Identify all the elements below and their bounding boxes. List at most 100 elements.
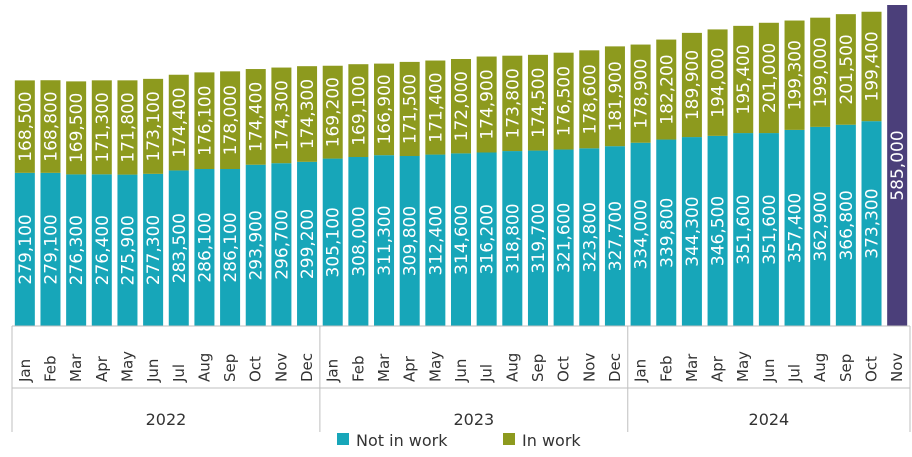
bar-segment-in-work [630, 44, 651, 143]
x-tick-label: Jul [478, 364, 496, 383]
bars-layer: 279,100 168,500 279,100 168,800 276,300 169,5… [14, 5, 908, 326]
bar-label-in-work: 169,100 [349, 75, 369, 145]
bar-segment-not-in-work [220, 169, 241, 326]
bar-label-in-work: 169,200 [324, 77, 344, 147]
bar-label-in-work: 189,900 [683, 50, 703, 120]
bar-segment-in-work [553, 52, 574, 150]
bar-label-not-in-work: 339,800 [657, 198, 677, 268]
x-tick-label: Mar [67, 353, 85, 382]
bar-label-in-work: 182,200 [657, 54, 677, 124]
bar-label-not-in-work: 344,300 [683, 196, 703, 266]
bar-label-in-work: 174,400 [247, 82, 267, 152]
bar-segment-in-work [758, 22, 779, 134]
bar-label-in-work: 174,300 [272, 80, 292, 150]
bar-label-in-work: 169,500 [67, 93, 87, 163]
bar-label-in-work: 199,300 [786, 40, 806, 110]
bar-segment-not-in-work [758, 133, 779, 326]
bar-label-not-in-work: 279,100 [41, 214, 61, 284]
x-group-label: 2024 [749, 410, 790, 429]
x-tick-label: Feb [349, 355, 367, 382]
x-tick-label: Oct [863, 356, 881, 382]
bar-segment-in-work [271, 67, 292, 164]
bar-segment-not-in-work [681, 137, 702, 326]
bar-segment-in-work [399, 61, 420, 157]
bar-label-in-work: 181,900 [606, 61, 626, 131]
bar-segment-not-in-work [425, 154, 446, 326]
x-tick-label: May [426, 351, 444, 382]
x-tick-label: May [734, 351, 752, 382]
bar-label-not-in-work: 351,600 [734, 194, 754, 264]
bar-segment-in-work [861, 11, 882, 122]
legend: Not in work In work [337, 431, 581, 450]
legend-label-not-in-work: Not in work [356, 431, 448, 450]
bar-segment-in-work [245, 69, 266, 165]
bar-segment-in-work [733, 25, 754, 134]
bar-label-not-in-work: 283,500 [170, 213, 190, 283]
bar-label-not-in-work: 309,800 [401, 206, 421, 276]
bar-label-not-in-work: 316,200 [478, 204, 498, 274]
x-tick-label: Jan [324, 359, 342, 383]
bar-segment-not-in-work [40, 172, 61, 326]
x-tick-label: Feb [657, 355, 675, 382]
bar-label-not-in-work: 275,900 [118, 215, 138, 285]
x-tick-label: Mar [683, 353, 701, 382]
bar-segment-not-in-work [117, 174, 138, 326]
bar-label-not-in-work: 362,900 [811, 191, 831, 261]
bar-segment-not-in-work [527, 150, 548, 326]
bar-segment-not-in-work [784, 129, 805, 326]
bar-segment-not-in-work [66, 174, 87, 326]
bar-segment-not-in-work [271, 163, 292, 326]
bar-label-in-work: 201,000 [760, 43, 780, 113]
x-tick-label: Apr [93, 355, 111, 382]
bar-label-not-in-work: 311,300 [375, 205, 395, 275]
x-tick-label: Feb [41, 355, 59, 382]
bar-segment-not-in-work [553, 149, 574, 326]
bar-segment-not-in-work [297, 161, 318, 326]
bar-label-in-work: 194,000 [709, 47, 729, 117]
legend-swatch-in-work [503, 433, 515, 445]
bar-label-in-work: 172,000 [452, 71, 472, 141]
bar-label-in-work: 174,900 [478, 69, 498, 139]
bar-segment-in-work [143, 78, 164, 174]
bar-label-not-in-work: 296,700 [272, 209, 292, 279]
bar-segment-not-in-work [630, 142, 651, 326]
bar-label-not-in-work: 334,000 [632, 199, 652, 269]
bar-segment-in-work [348, 64, 369, 157]
bar-segment-not-in-work [168, 170, 189, 326]
bar-segment-not-in-work [476, 152, 497, 326]
bar-segment-not-in-work [656, 139, 677, 326]
x-tick-label: Aug [811, 353, 829, 382]
bar-label-not-in-work: 308,000 [349, 206, 369, 276]
bar-label-not-in-work: 276,400 [93, 215, 113, 285]
bar-segment-in-work [297, 66, 318, 162]
bar-segment-not-in-work [194, 169, 215, 326]
x-tick-label: Nov [272, 353, 290, 382]
x-tick-label: Oct [555, 356, 573, 382]
x-tick-label: Sep [221, 354, 239, 382]
x-group-label: 2022 [146, 410, 187, 429]
x-tick-label: Oct [247, 356, 265, 382]
bar-segment-in-work [168, 74, 189, 171]
bar-segment-in-work [66, 81, 87, 175]
x-tick-label: Aug [195, 353, 213, 382]
x-group-label: 2023 [453, 410, 494, 429]
bar-segment-in-work [579, 50, 600, 149]
bar-segment-not-in-work [14, 172, 35, 326]
bar-label-in-work: 173,800 [503, 68, 523, 138]
bar-label-not-in-work: 373,300 [863, 188, 883, 258]
bar-segment-not-in-work [835, 124, 856, 326]
x-tick-label: Jan [16, 359, 34, 383]
bar-segment-not-in-work [707, 135, 728, 326]
x-tick-label: Jun [144, 359, 162, 383]
bar-segment-in-work [604, 46, 625, 147]
x-tick-label: May [118, 351, 136, 382]
bar-segment-not-in-work [502, 151, 523, 326]
bar-segment-in-work [425, 60, 446, 155]
bar-segment-in-work [322, 65, 343, 159]
x-tick-label: Apr [709, 355, 727, 382]
bar-label-in-work: 171,500 [401, 74, 421, 144]
bar-label-in-work: 173,100 [144, 91, 164, 161]
bar-segment-not-in-work [143, 173, 164, 326]
bar-label-in-work: 171,400 [426, 72, 446, 142]
